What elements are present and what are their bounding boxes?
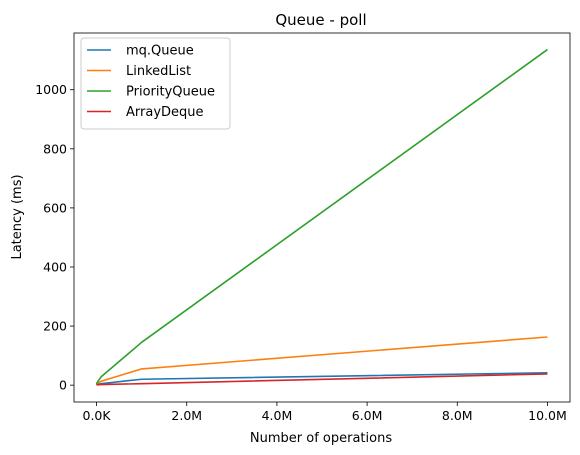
chart-title: Queue - poll [275,11,366,29]
y-tick-label: 400 [43,259,67,274]
legend-entry-label: LinkedList [126,64,191,79]
x-tick-label: 10.0M [528,408,567,423]
legend-box [80,37,231,130]
legend-entry-label: ArrayDeque [126,105,204,120]
y-axis-ticks: 0 200 400 600 800 1000 [35,82,74,393]
legend-entry-label: PriorityQueue [126,85,215,100]
series-line-2 [95,48,548,385]
y-tick-label: 600 [43,200,67,215]
x-tick-label: 2.0M [171,408,202,423]
y-tick-label: 1000 [35,82,67,97]
y-tick-label: 0 [59,378,67,393]
series-line-3 [96,373,548,386]
x-tick-label: 4.0M [262,408,293,423]
x-axis-label: Number of operations [250,431,392,446]
x-tick-label: 6.0M [352,408,383,423]
plot-area-frame [73,32,571,403]
x-tick-label: 8.0M [442,408,473,423]
y-tick-label: 200 [43,319,67,334]
x-tick-label: 0.0K [83,408,112,423]
y-tick-label: 800 [43,141,67,156]
legend-entry-label: mq.Queue [126,44,194,59]
series-layer [95,48,548,386]
x-axis-ticks: 0.0K 2.0M 4.0M 6.0M 8.0M 10.0M [83,402,567,423]
legend: mq.Queue LinkedList PriorityQueue ArrayDequ… [80,37,231,130]
y-axis-label: Latency (ms) [10,174,25,259]
